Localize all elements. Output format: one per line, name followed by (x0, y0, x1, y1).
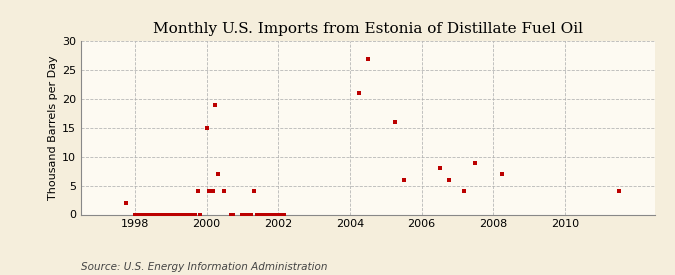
Point (246, 212, 256, 217)
Point (177, 212, 188, 217)
Point (210, 103, 221, 107)
Point (168, 212, 179, 217)
Point (258, 212, 269, 217)
Point (458, 189, 469, 194)
Point (144, 212, 155, 217)
Point (243, 212, 254, 217)
Point (225, 212, 236, 217)
Point (141, 212, 152, 217)
Point (213, 172, 223, 176)
Point (267, 212, 277, 217)
Point (362, 56, 373, 61)
Point (273, 212, 284, 217)
Point (192, 189, 203, 194)
Point (201, 126, 212, 130)
Point (240, 212, 250, 217)
Point (183, 212, 194, 217)
Point (228, 212, 239, 217)
Point (275, 212, 286, 217)
Point (150, 212, 161, 217)
Point (186, 212, 197, 217)
Point (195, 212, 206, 217)
Point (614, 189, 624, 194)
Point (136, 212, 146, 217)
Point (207, 189, 218, 194)
Point (279, 212, 290, 217)
Point (434, 166, 445, 170)
Point (147, 212, 158, 217)
Point (120, 201, 131, 205)
Point (138, 212, 149, 217)
Point (174, 212, 185, 217)
Point (249, 189, 260, 194)
Point (398, 178, 409, 182)
Point (180, 212, 191, 217)
Point (264, 212, 275, 217)
Point (389, 120, 400, 124)
Point (255, 212, 266, 217)
Y-axis label: Thousand Barrels per Day: Thousand Barrels per Day (48, 56, 58, 200)
Point (354, 91, 364, 95)
Point (470, 160, 481, 165)
Point (130, 212, 140, 217)
Point (189, 212, 200, 217)
Point (261, 212, 272, 217)
Point (157, 212, 167, 217)
Point (443, 178, 454, 182)
Point (171, 212, 182, 217)
Point (219, 189, 230, 194)
Point (497, 172, 508, 176)
Point (204, 189, 215, 194)
Point (163, 212, 173, 217)
Point (165, 212, 176, 217)
Text: Source: U.S. Energy Information Administration: Source: U.S. Energy Information Administ… (81, 262, 327, 271)
Point (252, 212, 263, 217)
Point (153, 212, 164, 217)
Title: Monthly U.S. Imports from Estonia of Distillate Fuel Oil: Monthly U.S. Imports from Estonia of Dis… (153, 22, 583, 36)
Point (132, 212, 143, 217)
Point (270, 212, 281, 217)
Point (159, 212, 170, 217)
Point (237, 212, 248, 217)
